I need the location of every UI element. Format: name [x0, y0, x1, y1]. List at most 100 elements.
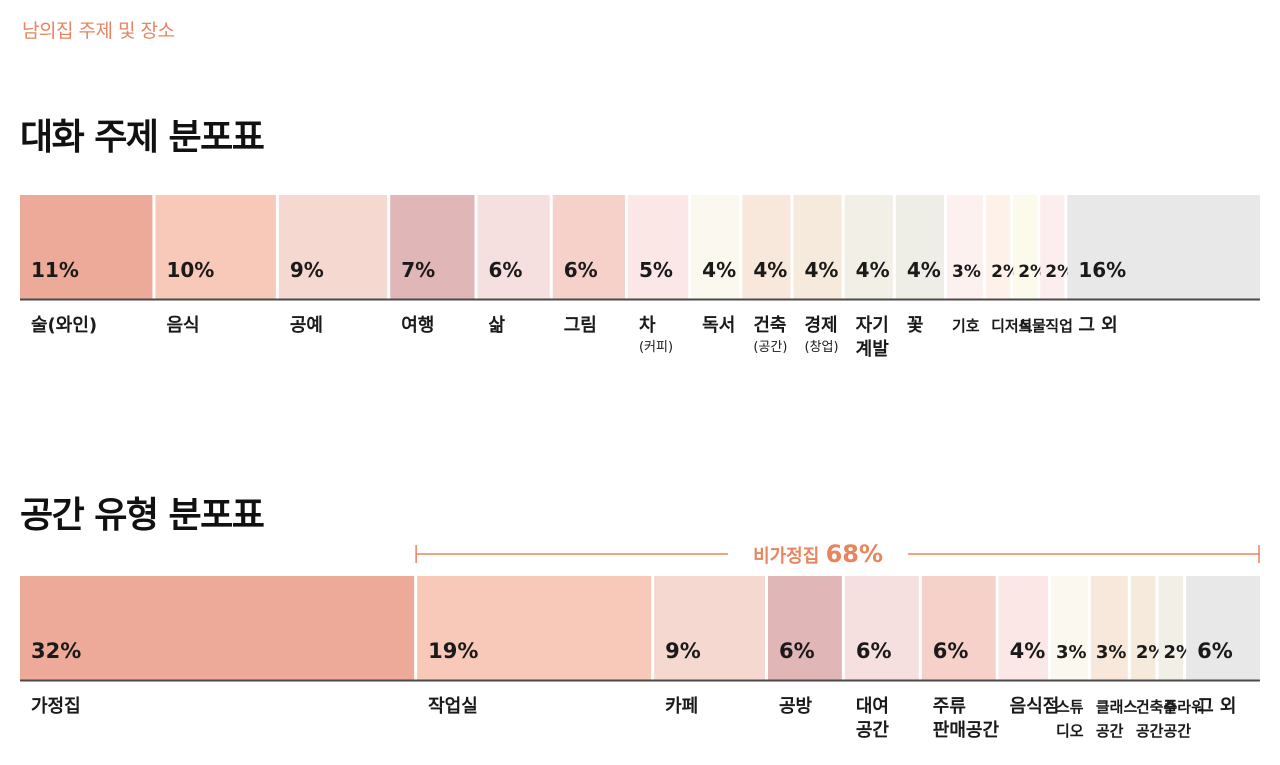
bar-7: [998, 576, 1048, 680]
bar-value-label: 4%: [856, 258, 890, 282]
bar-value-label: 4%: [753, 258, 787, 282]
bar-4: [390, 195, 475, 299]
bar-value-label: 11%: [31, 258, 79, 282]
bar-11: [844, 195, 893, 299]
bar-value-label: 6%: [933, 639, 969, 663]
bar-value-label: 6%: [564, 258, 598, 282]
category-label: 차: [639, 315, 656, 336]
category-label: 건축주: [1136, 698, 1178, 716]
bar-value-label: 9%: [290, 258, 324, 282]
bar-value-label: 2%: [1018, 262, 1047, 282]
bar-10: [793, 195, 842, 299]
bar-value-label: 2%: [1045, 262, 1074, 282]
category-label: 공간: [856, 720, 890, 741]
bar-value-label: 3%: [1056, 642, 1087, 663]
category-label: 계발: [856, 339, 890, 360]
bar-value-label: 7%: [401, 258, 435, 282]
bar-value-label: 6%: [856, 639, 892, 663]
category-label: 자기: [856, 315, 889, 336]
category-label: 공간: [1136, 722, 1164, 740]
bar-value-label: 6%: [779, 639, 815, 663]
bar-value-label: 9%: [665, 639, 701, 663]
bar-12: [895, 195, 944, 299]
bar-5: [844, 576, 919, 680]
category-label: 경제: [805, 315, 838, 336]
bar-8: [1050, 576, 1088, 680]
bar-value-label: 4%: [1010, 639, 1046, 663]
bar-value-label: 10%: [166, 258, 214, 282]
bar-value-label: 3%: [1096, 642, 1127, 663]
bar-value-label: 4%: [907, 258, 941, 282]
bar-value-label: 16%: [1078, 258, 1126, 282]
category-label: 술(와인): [31, 315, 97, 336]
bar-value-label: 5%: [639, 258, 673, 282]
category-label: 플라워: [1163, 698, 1204, 716]
bar-13: [946, 195, 984, 299]
bar-value-label: 32%: [31, 639, 81, 663]
bar-16: [1040, 195, 1065, 299]
space-chart: 32% 가정집 19% 작업실 9% 카페 6% 공방 6% 대여 공간 6% 주류 판매공간 4% 음식점 3…: [20, 538, 1260, 758]
bar-value-label: 2%: [991, 262, 1020, 282]
category-label: (창업): [805, 340, 839, 355]
category-label: 공예: [290, 315, 323, 336]
svg-text:비가정집 68%: 비가정집 68%: [753, 540, 883, 568]
category-label: 작업실: [428, 696, 478, 717]
bar-5: [477, 195, 550, 299]
bar-7: [627, 195, 689, 299]
category-label: 그림: [564, 315, 597, 336]
category-label: 독서: [702, 315, 735, 336]
category-label: 직업: [1045, 317, 1073, 335]
bar-2: [417, 576, 652, 680]
category-label: 꽃: [907, 315, 924, 336]
bar-3: [278, 195, 388, 299]
non-home-bracket: 비가정집 68%: [415, 540, 1260, 568]
bar-8: [691, 195, 740, 299]
bracket-label: 비가정집: [753, 546, 826, 567]
bar-17: [1067, 195, 1260, 299]
category-label: 그 외: [1078, 315, 1117, 336]
category-label: 음식: [166, 315, 199, 336]
category-label: 음식점: [1010, 696, 1060, 717]
topic-chart: 11% 술(와인) 10% 음식 9% 공예 7% 여행 6% 삶 6% 그림 5% 차 (커피) 4% 독서 4…: [20, 193, 1260, 368]
bar-6: [552, 195, 625, 299]
category-label: 공간: [1163, 722, 1191, 740]
bar-9: [742, 195, 791, 299]
bar-value-label: 4%: [805, 258, 839, 282]
bar-4: [767, 576, 842, 680]
category-label: 클래스: [1096, 698, 1138, 716]
page-kicker: 남의집 주제 및 장소: [22, 20, 175, 42]
category-label: 주류: [933, 696, 966, 717]
category-label: (커피): [639, 340, 673, 355]
category-label: (공간): [753, 340, 787, 355]
category-label: 여행: [401, 315, 434, 336]
category-label: 식물: [1018, 317, 1046, 335]
category-label: 디저트: [991, 317, 1033, 335]
bar-1: [20, 576, 415, 680]
bar-6: [921, 576, 996, 680]
bar-value-label: 3%: [952, 262, 981, 282]
bar-3: [654, 576, 765, 680]
bar-10: [1130, 576, 1156, 680]
category-label: 스튜: [1056, 698, 1084, 716]
bar-14: [986, 195, 1011, 299]
space-chart-title: 공간 유형 분포표: [20, 495, 265, 536]
bar-15: [1013, 195, 1038, 299]
category-label: 그 외: [1197, 696, 1236, 717]
bar-2: [155, 195, 276, 299]
bar-1: [20, 195, 153, 299]
topic-chart-svg: 11% 술(와인) 10% 음식 9% 공예 7% 여행 6% 삶 6% 그림 5% 차 (커피) 4% 독서 4…: [20, 195, 1260, 360]
bar-value-label: 6%: [1197, 639, 1233, 663]
bar-value-label: 4%: [702, 258, 736, 282]
bar-value-label: 6%: [488, 258, 522, 282]
category-label: 삶: [488, 315, 505, 336]
bracket-value: 68%: [826, 540, 883, 568]
bar-11: [1158, 576, 1184, 680]
category-label: 공간: [1096, 722, 1124, 740]
category-label: 건축: [753, 315, 786, 336]
bar-12: [1186, 576, 1260, 680]
bar-value-label: 19%: [428, 639, 478, 663]
category-label: 디오: [1056, 722, 1084, 740]
category-label: 기호: [952, 317, 980, 335]
category-label: 판매공간: [933, 720, 1000, 741]
